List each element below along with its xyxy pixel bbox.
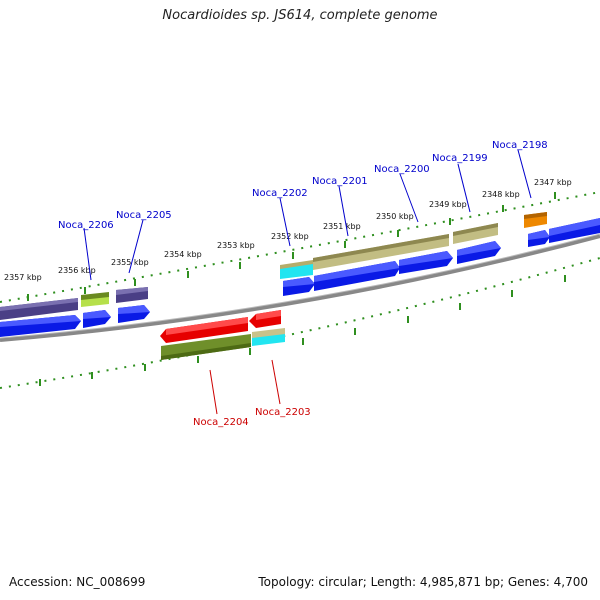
gene-label[interactable]: Noca_2204 [193, 417, 249, 428]
accession-label: Accession: NC_008699 [9, 575, 146, 589]
gene-label[interactable]: Noca_2200 [374, 164, 430, 175]
kbp-label: 2356 kbp [58, 266, 96, 275]
genome-backbone-highlight [0, 233, 600, 339]
kbp-label: 2357 kbp [4, 273, 42, 282]
kbp-label: 2355 kbp [111, 258, 149, 267]
gene-label[interactable]: Noca_2199 [432, 153, 488, 164]
kbp-label: 2350 kbp [376, 212, 414, 221]
gene-label[interactable]: Noca_2201 [312, 176, 368, 187]
gene-label[interactable]: Noca_2206 [58, 220, 114, 231]
genome-backbone [0, 234, 600, 342]
plus-features-outer [0, 212, 547, 320]
kbp-label: 2349 kbp [429, 200, 467, 209]
kbp-labels: 2357 kbp 2356 kbp 2355 kbp 2354 kbp 2353… [4, 178, 572, 282]
major-ticks-inner [39, 275, 566, 386]
page-title: Nocardioides sp. JS614, complete genome [162, 8, 438, 23]
minus-features [160, 310, 285, 360]
minus-gene-labels: Noca_2204 Noca_2203 [193, 359, 311, 428]
kbp-label: 2348 kbp [482, 190, 520, 199]
plus-gene-labels: Noca_2206 Noca_2205 Noca_2202 Noca_2201 … [58, 140, 548, 281]
gene-label[interactable]: Noca_2205 [116, 210, 172, 221]
kbp-label: 2354 kbp [164, 250, 202, 259]
gene-label[interactable]: Noca_2198 [492, 140, 548, 151]
genome-summary: Topology: circular; Length: 4,985,871 bp… [258, 575, 588, 589]
major-ticks [27, 192, 556, 301]
kbp-label: 2353 kbp [217, 241, 255, 250]
gene-label[interactable]: Noca_2202 [252, 188, 308, 199]
plus-cds-arrows [0, 218, 600, 337]
kbp-label: 2352 kbp [271, 232, 309, 241]
gene-label[interactable]: Noca_2203 [255, 407, 311, 418]
kbp-label: 2347 kbp [534, 178, 572, 187]
kbp-label: 2351 kbp [323, 222, 361, 231]
